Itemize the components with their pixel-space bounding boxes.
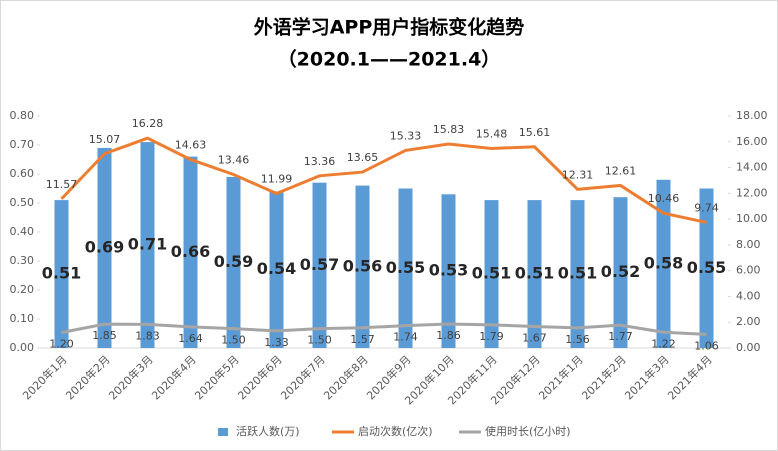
- data-label: 0.51: [515, 264, 554, 283]
- data-label: 1.50: [221, 334, 246, 347]
- data-label: 0.69: [85, 237, 124, 256]
- y2-tick-label: 14.00: [736, 161, 768, 174]
- data-label: 1.33: [264, 336, 289, 349]
- data-label: 12.31: [562, 168, 594, 181]
- line: [61, 322, 707, 336]
- legend-label: 启动次数(亿次): [358, 424, 433, 438]
- bar: [441, 194, 456, 348]
- y-tick-label: 0.00: [10, 341, 35, 354]
- data-label: 13.36: [304, 155, 336, 168]
- y-tick-label: 0.10: [10, 312, 35, 325]
- data-label: 0.59: [214, 252, 253, 271]
- bar: [269, 191, 284, 348]
- y2-tick-label: 6.00: [736, 264, 761, 277]
- data-label: 0.58: [644, 253, 683, 272]
- bar: [54, 200, 69, 348]
- data-label: 11.57: [46, 178, 78, 191]
- bar: [484, 200, 499, 348]
- y2-tick-label: 12.00: [736, 186, 768, 199]
- data-label: 1.57: [350, 333, 375, 346]
- y2-tick-label: 18.00: [736, 109, 768, 122]
- data-label: 0.57: [300, 255, 339, 274]
- data-label: 15.83: [433, 123, 465, 136]
- y2-tick-label: 0.00: [736, 341, 761, 354]
- data-label: 1.77: [608, 330, 633, 343]
- data-label: 15.33: [390, 129, 422, 142]
- y-tick-label: 0.70: [10, 138, 35, 151]
- data-label: 0.55: [687, 258, 726, 277]
- bar: [97, 147, 112, 348]
- data-label: 11.99: [261, 172, 293, 185]
- bar: [183, 156, 198, 348]
- data-label: 1.86: [436, 329, 461, 342]
- data-label: 9.74: [694, 201, 719, 214]
- data-label: 16.28: [132, 117, 164, 130]
- bar: [140, 142, 155, 348]
- y-tick-label: 0.60: [10, 167, 35, 180]
- y-tick-label: 0.50: [10, 196, 35, 209]
- bar: [312, 182, 327, 348]
- data-label: 0.71: [128, 235, 167, 254]
- chart-title: 外语学习APP用户指标变化趋势: [254, 16, 525, 39]
- y2-tick-label: 10.00: [736, 212, 768, 225]
- data-label: 0.52: [601, 262, 640, 281]
- data-label: 1.06: [694, 339, 719, 352]
- y2-tick-label: 8.00: [736, 238, 761, 251]
- data-label: 0.53: [429, 261, 468, 280]
- data-label: 0.54: [257, 259, 296, 278]
- legend-label: 使用时长(亿小时): [485, 425, 571, 438]
- data-label: 0.66: [171, 242, 210, 261]
- bar: [656, 179, 671, 348]
- data-label: 1.67: [522, 331, 547, 344]
- bar: [699, 188, 714, 348]
- data-label: 1.50: [307, 334, 332, 347]
- data-label: 15.48: [476, 127, 508, 140]
- chart-subtitle: （2020.1——2021.4）: [278, 48, 501, 71]
- data-label: 1.79: [479, 330, 504, 343]
- data-label: 1.74: [393, 331, 418, 344]
- data-label: 1.64: [178, 332, 203, 345]
- y2-tick-label: 4.00: [736, 289, 761, 302]
- y2-tick-label: 16.00: [736, 135, 768, 148]
- data-label: 15.61: [519, 126, 551, 139]
- y2-tick-label: 2.00: [736, 315, 761, 328]
- data-label: 0.51: [472, 264, 511, 283]
- data-label: 13.65: [347, 151, 379, 164]
- data-label: 15.07: [89, 133, 121, 146]
- bar: [226, 176, 241, 348]
- bar: [570, 200, 585, 348]
- bar: [398, 188, 413, 348]
- bar: [355, 185, 370, 348]
- data-label: 1.20: [49, 338, 74, 351]
- data-label: 1.85: [92, 329, 117, 342]
- data-label: 0.56: [343, 256, 382, 275]
- y-tick-label: 0.80: [10, 109, 35, 122]
- data-label: 1.83: [135, 329, 160, 342]
- data-label: 1.56: [565, 333, 590, 346]
- data-label: 0.55: [386, 258, 425, 277]
- data-label: 0.51: [558, 264, 597, 283]
- data-label: 12.61: [605, 164, 637, 177]
- line: [60, 136, 707, 224]
- y-tick-label: 0.30: [10, 254, 35, 267]
- data-label: 0.51: [42, 264, 81, 283]
- data-label: 10.46: [648, 192, 680, 205]
- data-label: 1.22: [651, 337, 676, 350]
- bar: [613, 197, 628, 348]
- data-label: 14.63: [175, 138, 207, 151]
- y-tick-label: 0.40: [10, 225, 35, 238]
- y-tick-label: 0.20: [10, 283, 35, 296]
- bar: [527, 200, 542, 348]
- data-label: 13.46: [218, 154, 250, 167]
- legend-swatch: [218, 428, 228, 436]
- legend-label: 活跃人数(万): [236, 424, 300, 438]
